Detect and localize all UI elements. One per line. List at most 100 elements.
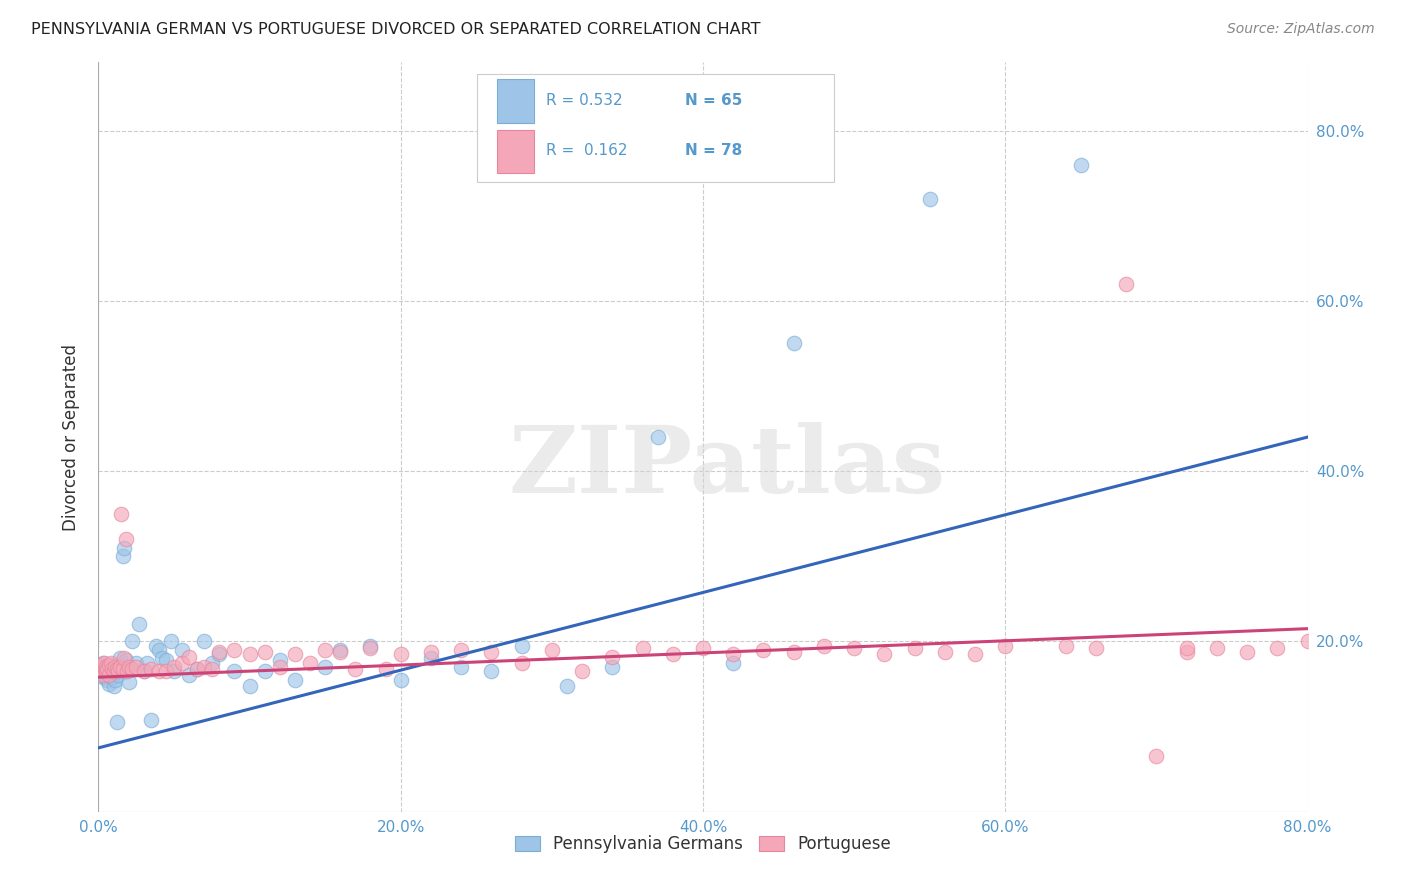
Point <box>145 639 167 653</box>
FancyBboxPatch shape <box>498 79 534 123</box>
Text: N = 65: N = 65 <box>685 93 742 108</box>
Point <box>93 660 115 674</box>
Point <box>141 713 163 727</box>
Point <box>115 664 138 678</box>
Point <box>98 658 121 673</box>
Point <box>904 641 927 656</box>
Point <box>201 662 224 676</box>
Point <box>98 677 121 691</box>
Point <box>104 673 127 687</box>
Point <box>93 656 115 670</box>
Point <box>193 660 215 674</box>
Point <box>752 643 775 657</box>
FancyBboxPatch shape <box>498 130 534 173</box>
Point <box>111 549 134 564</box>
Point <box>112 651 135 665</box>
Point <box>284 647 307 661</box>
Point <box>344 662 367 676</box>
Point <box>96 660 118 674</box>
Point <box>420 651 443 665</box>
Point <box>141 662 163 676</box>
Text: ZIPatlas: ZIPatlas <box>509 422 946 512</box>
Point <box>110 507 132 521</box>
Point <box>132 664 155 678</box>
Point <box>193 634 215 648</box>
Point <box>150 651 173 665</box>
Point <box>103 664 125 678</box>
Point <box>420 645 443 659</box>
Point <box>269 653 291 667</box>
Point <box>114 664 136 678</box>
Point <box>450 660 472 674</box>
Point <box>208 645 231 659</box>
Point <box>450 643 472 657</box>
Point <box>1070 158 1092 172</box>
Point <box>1175 645 1198 659</box>
Point <box>360 639 382 653</box>
Point <box>647 430 669 444</box>
Point <box>91 668 114 682</box>
Point <box>94 660 117 674</box>
Point <box>1175 641 1198 656</box>
Point <box>284 673 307 687</box>
Point <box>101 670 124 684</box>
Point <box>555 679 578 693</box>
Point <box>100 658 122 673</box>
Point <box>844 641 866 656</box>
Point <box>160 634 183 648</box>
Point <box>105 662 128 676</box>
Point <box>121 634 143 648</box>
Point <box>91 670 114 684</box>
Point <box>114 653 136 667</box>
Point <box>170 643 193 657</box>
Point <box>723 656 745 670</box>
Point <box>179 668 201 682</box>
Point <box>148 664 170 678</box>
Point <box>90 662 112 676</box>
Point <box>1267 641 1289 656</box>
Text: PENNSYLVANIA GERMAN VS PORTUGUESE DIVORCED OR SEPARATED CORRELATION CHART: PENNSYLVANIA GERMAN VS PORTUGUESE DIVORC… <box>31 22 761 37</box>
Point <box>101 662 124 676</box>
Point <box>873 647 896 661</box>
Point <box>170 656 193 670</box>
Point <box>105 715 128 730</box>
Point <box>93 662 115 676</box>
Point <box>96 673 118 687</box>
Point <box>481 645 503 659</box>
Point <box>314 643 336 657</box>
Point <box>692 641 714 656</box>
Point <box>90 664 112 678</box>
Point <box>93 668 115 682</box>
Point <box>201 656 224 670</box>
Y-axis label: Divorced or Separated: Divorced or Separated <box>62 343 80 531</box>
Point <box>631 641 654 656</box>
Point <box>1296 634 1319 648</box>
Point <box>783 645 806 659</box>
Point <box>128 617 150 632</box>
Point <box>208 647 231 661</box>
Point <box>89 660 111 674</box>
Point <box>94 664 117 678</box>
Point <box>107 668 129 682</box>
Point <box>571 664 593 678</box>
Point <box>510 656 533 670</box>
Point <box>103 679 125 693</box>
Point <box>125 656 148 670</box>
Point <box>602 649 624 664</box>
Point <box>118 660 141 674</box>
Point <box>118 675 141 690</box>
Point <box>94 665 117 680</box>
Point <box>98 664 121 678</box>
Point <box>934 645 956 659</box>
Point <box>783 336 806 351</box>
Point <box>329 643 352 657</box>
Point <box>1144 749 1167 764</box>
Text: R = 0.532: R = 0.532 <box>546 93 623 108</box>
Point <box>239 647 262 661</box>
Point <box>91 656 114 670</box>
Point <box>723 647 745 661</box>
Point <box>155 653 177 667</box>
Point <box>481 664 503 678</box>
Point <box>186 662 208 676</box>
Text: R =  0.162: R = 0.162 <box>546 144 627 159</box>
